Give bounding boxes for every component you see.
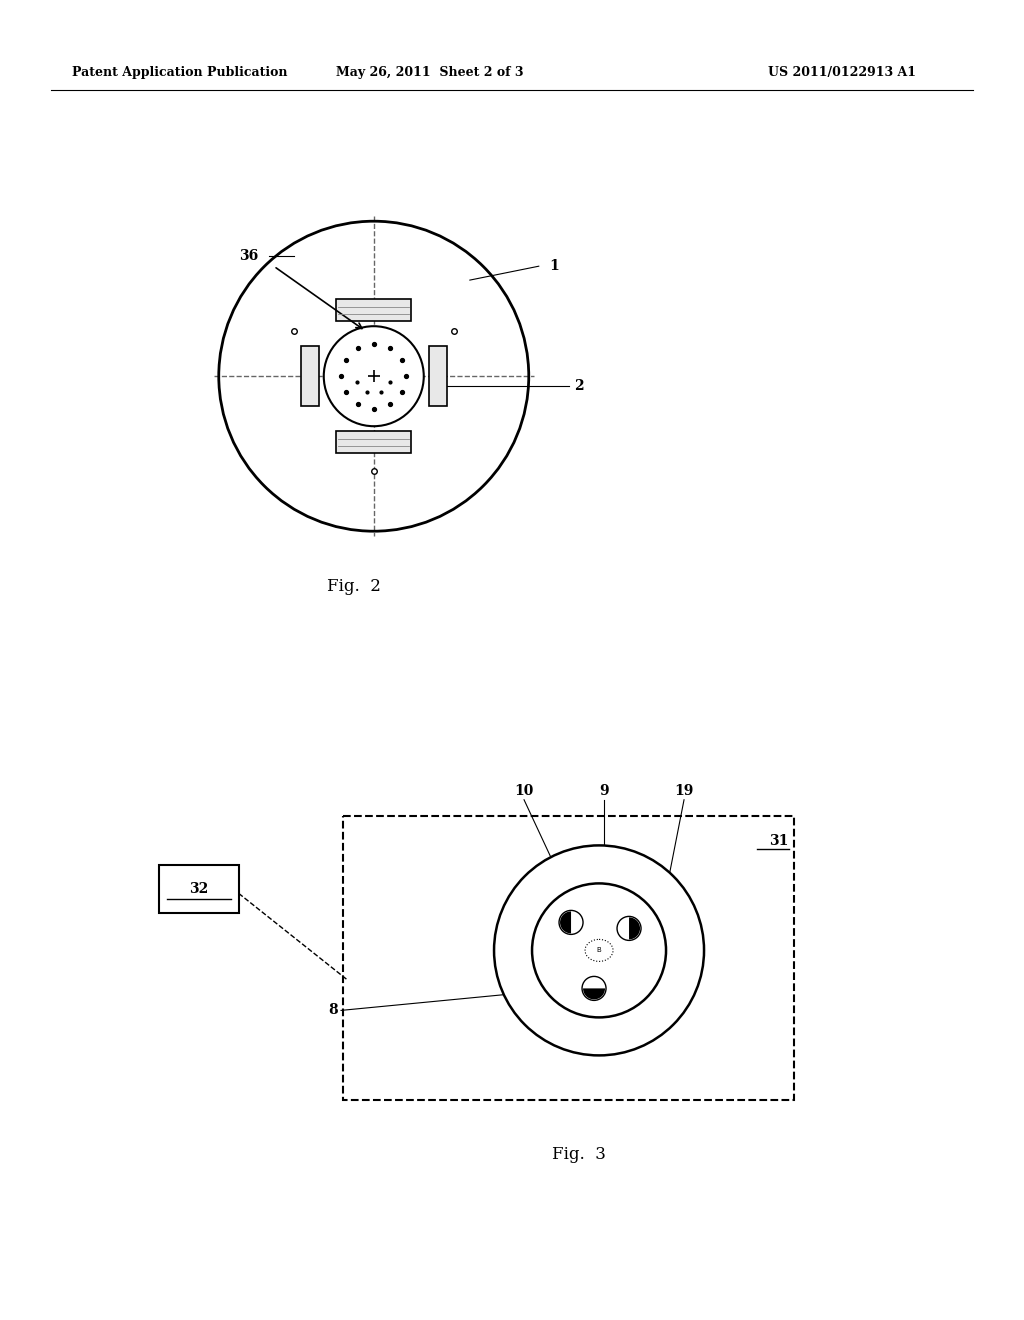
FancyBboxPatch shape	[301, 346, 318, 407]
Text: Patent Application Publication: Patent Application Publication	[72, 66, 287, 79]
FancyBboxPatch shape	[336, 432, 412, 453]
FancyBboxPatch shape	[159, 865, 239, 912]
Text: 32: 32	[189, 882, 208, 895]
Circle shape	[324, 326, 424, 426]
Circle shape	[582, 977, 606, 1001]
Text: 2: 2	[573, 379, 584, 393]
Circle shape	[617, 916, 641, 940]
FancyBboxPatch shape	[336, 300, 412, 321]
Text: 8: 8	[329, 1003, 338, 1018]
Text: B: B	[597, 948, 601, 953]
Text: 31: 31	[769, 834, 788, 847]
Circle shape	[559, 911, 583, 935]
Text: May 26, 2011  Sheet 2 of 3: May 26, 2011 Sheet 2 of 3	[336, 66, 524, 79]
FancyBboxPatch shape	[429, 346, 446, 407]
Text: 10: 10	[514, 784, 534, 797]
Ellipse shape	[585, 940, 613, 961]
Circle shape	[532, 883, 666, 1018]
Text: US 2011/0122913 A1: US 2011/0122913 A1	[768, 66, 916, 79]
Text: 1: 1	[549, 259, 558, 273]
Wedge shape	[629, 917, 640, 940]
Wedge shape	[583, 989, 605, 999]
Text: 19: 19	[675, 784, 693, 797]
Text: Fig.  3: Fig. 3	[552, 1146, 606, 1163]
Text: Fig.  2: Fig. 2	[327, 578, 381, 595]
Text: 9: 9	[599, 784, 609, 797]
Text: 36: 36	[240, 249, 259, 263]
Wedge shape	[560, 911, 571, 933]
Circle shape	[494, 845, 705, 1056]
